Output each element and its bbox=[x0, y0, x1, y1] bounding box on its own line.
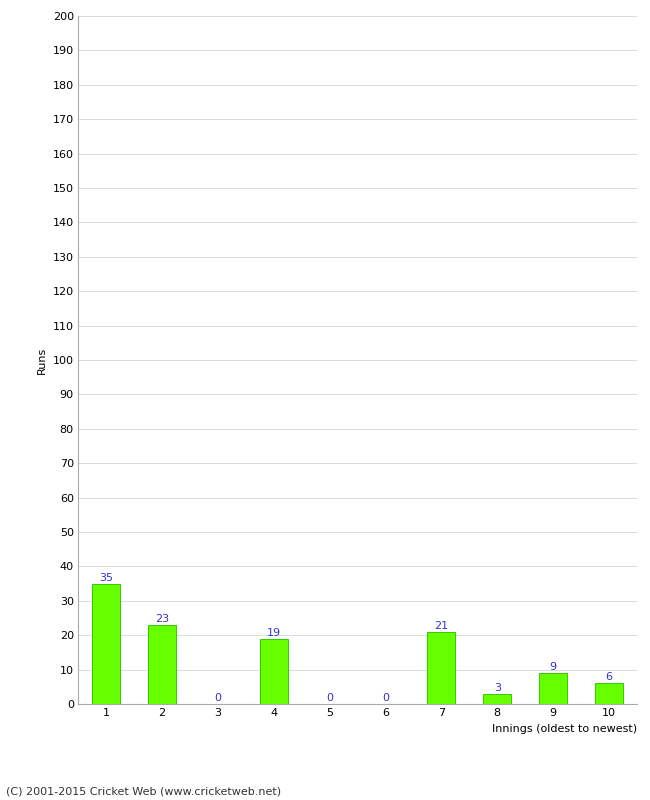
Bar bbox=[484, 694, 512, 704]
Text: 35: 35 bbox=[99, 573, 113, 582]
Text: 6: 6 bbox=[606, 672, 612, 682]
Text: 9: 9 bbox=[550, 662, 556, 672]
Y-axis label: Runs: Runs bbox=[37, 346, 47, 374]
Text: 0: 0 bbox=[382, 693, 389, 703]
Text: 3: 3 bbox=[494, 682, 500, 693]
Bar bbox=[148, 625, 176, 704]
X-axis label: Innings (oldest to newest): Innings (oldest to newest) bbox=[492, 724, 637, 734]
Text: 21: 21 bbox=[434, 621, 448, 630]
Text: 0: 0 bbox=[326, 693, 333, 703]
Text: 0: 0 bbox=[214, 693, 221, 703]
Bar bbox=[595, 683, 623, 704]
Text: (C) 2001-2015 Cricket Web (www.cricketweb.net): (C) 2001-2015 Cricket Web (www.cricketwe… bbox=[6, 786, 281, 796]
Text: 23: 23 bbox=[155, 614, 169, 624]
Bar bbox=[260, 638, 287, 704]
Bar bbox=[540, 673, 567, 704]
Text: 19: 19 bbox=[266, 628, 281, 638]
Bar bbox=[92, 584, 120, 704]
Bar bbox=[428, 632, 455, 704]
